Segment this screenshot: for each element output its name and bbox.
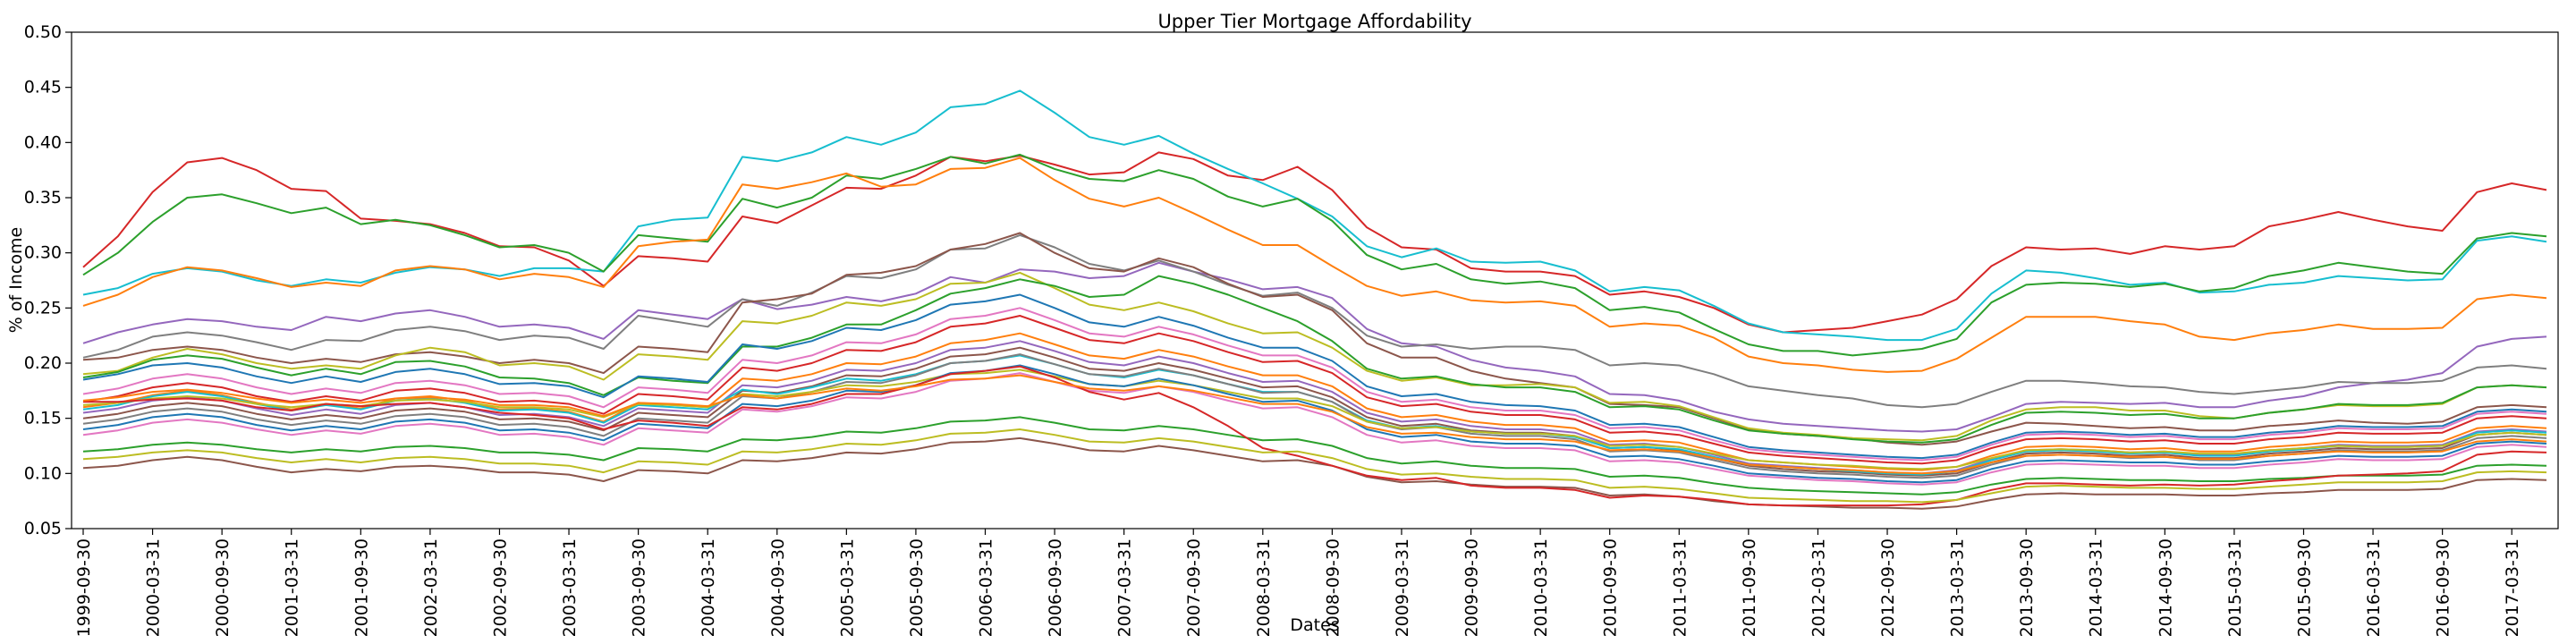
series-line-9	[82, 275, 2547, 444]
series-layer	[82, 89, 2547, 510]
series-line-7	[82, 232, 2547, 446]
x-tick-label: 2006-03-31	[977, 538, 996, 637]
y-tick-label: 0.05	[24, 519, 62, 538]
x-tick-label: 2008-03-31	[1254, 538, 1274, 637]
y-tick-label: 0.15	[24, 409, 62, 428]
x-tick-label: 2013-09-30	[2017, 538, 2037, 637]
x-axis: 1999-09-30 2000-03-31 2000-09-30 2001-03-31…	[74, 529, 2522, 637]
x-tick-label: 2000-09-30	[213, 538, 233, 637]
series-line-12	[82, 315, 2547, 465]
y-axis: 0.05 0.10 0.15 0.20 0.25 0.30 0.35 0.40 0.45 0.50	[24, 22, 72, 538]
y-axis-label: % of Income	[6, 227, 26, 333]
series-line-13	[82, 332, 2547, 471]
x-tick-label: 2007-09-30	[1184, 538, 1204, 637]
x-tick-label: 2011-03-31	[1670, 538, 1690, 637]
x-axis-label: Dates	[1290, 615, 1339, 635]
series-line-2	[82, 89, 2547, 342]
x-tick-label: 2012-09-30	[1878, 538, 1898, 637]
series-line-19	[82, 364, 2547, 484]
series-line-4	[82, 157, 2547, 373]
series-line-25	[82, 374, 2547, 475]
series-line-15	[82, 346, 2547, 477]
series-line-3	[82, 153, 2547, 357]
series-line-11	[82, 307, 2547, 462]
x-tick-label: 2012-03-31	[1809, 538, 1828, 637]
series-line-23	[83, 365, 2547, 507]
x-tick-label: 2014-03-31	[2087, 538, 2106, 637]
x-tick-label: 2002-09-30	[490, 538, 510, 637]
x-tick-label: 2015-03-31	[2225, 538, 2245, 637]
series-line-18	[82, 369, 2547, 470]
x-tick-label: 2014-09-30	[2156, 538, 2175, 637]
x-tick-label: 2004-03-31	[699, 538, 718, 637]
y-tick-label: 0.45	[24, 78, 62, 97]
series-line-8	[82, 271, 2547, 442]
x-tick-label: 2017-03-31	[2503, 538, 2522, 637]
series-line-20	[82, 372, 2547, 486]
x-tick-label: 2005-09-30	[907, 538, 927, 637]
y-tick-label: 0.35	[24, 188, 62, 208]
x-tick-label: 2003-09-30	[630, 538, 649, 637]
series-line-21	[82, 416, 2547, 496]
x-tick-label: 2015-09-30	[2294, 538, 2314, 637]
x-tick-label: 2001-03-31	[283, 538, 302, 637]
x-tick-label: 2016-09-30	[2434, 538, 2453, 637]
x-tick-label: 2010-03-31	[1531, 538, 1551, 637]
series-line-24	[82, 428, 2547, 504]
plot-frame	[71, 31, 2559, 530]
x-tick-label: 2013-03-31	[1948, 538, 1968, 637]
x-tick-label: 2002-03-31	[421, 538, 441, 637]
series-line-6	[82, 233, 2547, 409]
x-tick-label: 2005-03-31	[837, 538, 857, 637]
y-tick-label: 0.30	[24, 243, 62, 263]
series-line-1	[82, 151, 2547, 334]
x-tick-label: 2000-03-31	[144, 538, 164, 637]
x-tick-label: 2011-09-30	[1740, 538, 1759, 637]
x-tick-label: 2006-09-30	[1046, 538, 1065, 637]
y-tick-label: 0.40	[24, 132, 62, 152]
series-line-5	[82, 261, 2547, 433]
chart-title: Upper Tier Mortgage Affordability	[1157, 11, 1471, 32]
series-line-22	[82, 436, 2547, 510]
y-tick-label: 0.25	[24, 298, 62, 318]
x-tick-label: 1999-09-30	[74, 538, 94, 637]
x-tick-label: 2010-09-30	[1601, 538, 1621, 637]
x-tick-label: 2016-03-31	[2364, 538, 2384, 637]
x-tick-label: 2004-09-30	[768, 538, 788, 637]
y-tick-label: 0.50	[24, 22, 62, 42]
x-tick-label: 2007-03-31	[1115, 538, 1135, 637]
x-tick-label: 2003-03-31	[560, 538, 580, 637]
x-tick-label: 2009-09-30	[1462, 538, 1482, 637]
y-tick-label: 0.10	[24, 463, 62, 483]
x-tick-label: 2008-09-30	[1323, 538, 1343, 637]
x-tick-label: 2001-09-30	[352, 538, 371, 637]
series-line-10	[82, 293, 2547, 460]
x-tick-label: 2009-03-31	[1393, 538, 1412, 637]
y-tick-label: 0.20	[24, 353, 62, 373]
series-line-17	[82, 353, 2547, 479]
